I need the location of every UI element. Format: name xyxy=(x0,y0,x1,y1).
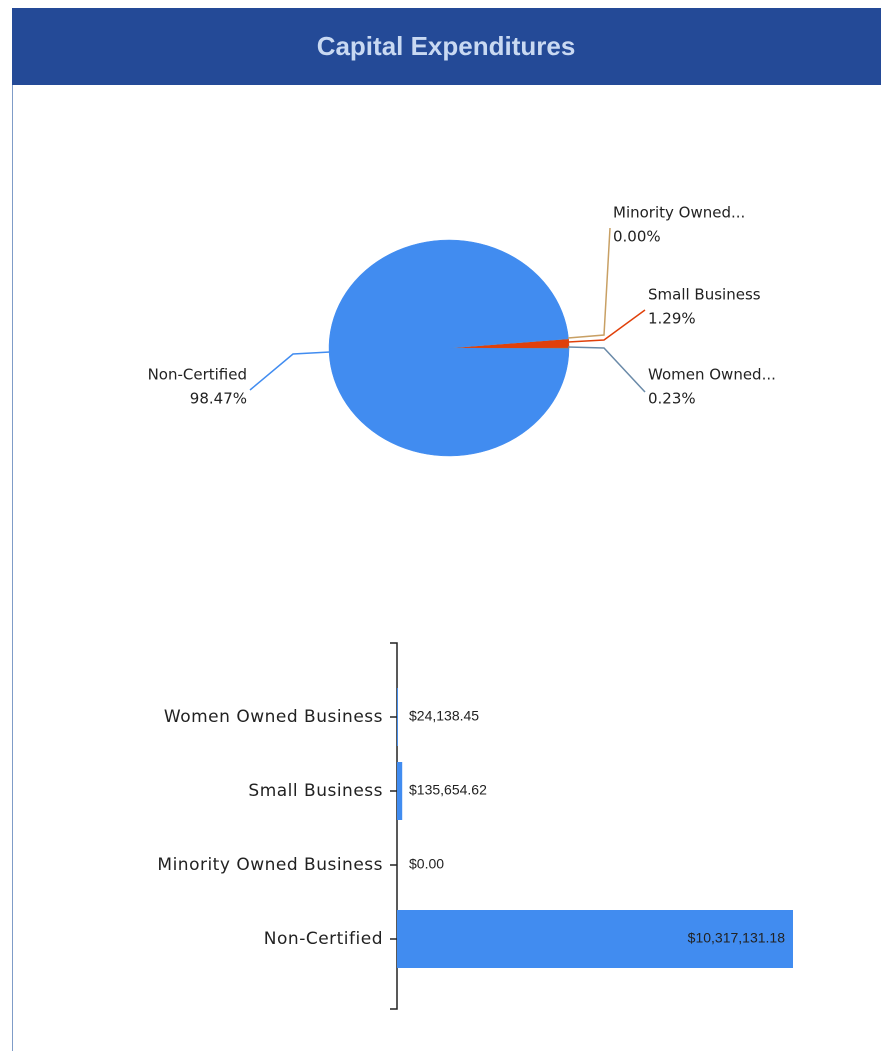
leader-line xyxy=(567,346,646,393)
category-label: Women Owned Business xyxy=(164,707,383,727)
slice-value: 0.23% xyxy=(648,390,696,408)
leader-line xyxy=(567,227,611,339)
value-label: $24,138.45 xyxy=(409,708,479,724)
slice-value: 1.29% xyxy=(648,310,696,328)
leader-line xyxy=(249,351,331,391)
leader-line xyxy=(567,309,646,343)
header-bar xyxy=(12,8,881,85)
slice-label: Non-Certified xyxy=(148,366,247,384)
slice-value: 0.00% xyxy=(613,228,661,246)
slice-label: Women Owned... xyxy=(648,366,776,384)
bar xyxy=(397,762,403,820)
axis-line xyxy=(390,642,398,1010)
value-label: $0.00 xyxy=(409,856,444,872)
slice-value: 98.47% xyxy=(190,390,247,408)
category-label: Minority Owned Business xyxy=(157,855,383,875)
bar xyxy=(397,688,398,746)
slice-label: Minority Owned... xyxy=(613,204,745,222)
bar xyxy=(397,910,793,968)
value-label: $135,654.62 xyxy=(409,782,487,798)
value-label: $10,317,131.18 xyxy=(688,930,786,946)
panel-title: Capital Expenditures xyxy=(317,31,576,61)
category-label: Non-Certified xyxy=(264,929,383,949)
slice-label: Small Business xyxy=(648,286,761,304)
category-label: Small Business xyxy=(248,781,383,801)
